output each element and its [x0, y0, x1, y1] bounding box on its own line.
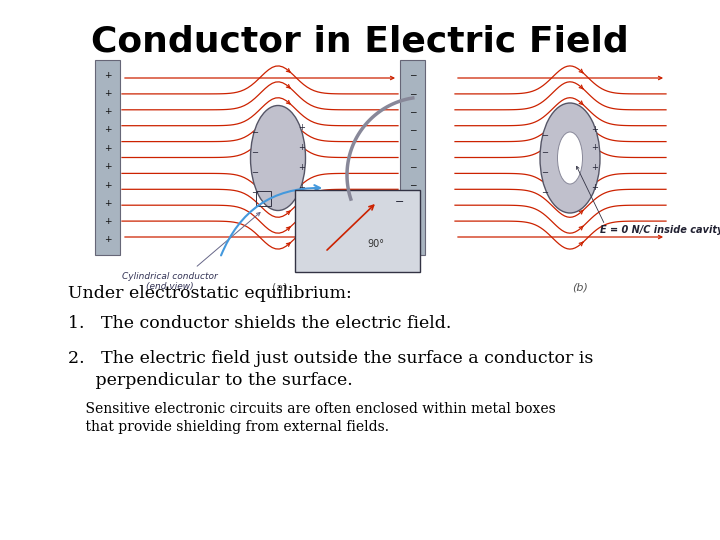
Text: −: −	[395, 197, 405, 207]
Text: −: −	[251, 168, 258, 178]
Text: −: −	[409, 162, 416, 171]
Text: +: +	[104, 217, 112, 226]
Text: (b): (b)	[572, 282, 588, 292]
Text: +: +	[104, 71, 112, 79]
Text: +: +	[592, 125, 598, 134]
Text: −: −	[541, 168, 549, 178]
Bar	[295, 190, 420, 272]
Text: +: +	[104, 162, 112, 171]
Text: Conductor in Electric Field: Conductor in Electric Field	[91, 25, 629, 59]
Text: −: −	[409, 235, 416, 245]
Text: 2.   The electric field just outside the surface a conductor is: 2. The electric field just outside the s…	[68, 350, 593, 367]
Text: +: +	[298, 144, 305, 152]
Ellipse shape	[251, 105, 305, 211]
Text: +: +	[104, 144, 112, 153]
Text: −: −	[409, 217, 416, 226]
Text: E = 0 N/C inside cavity: E = 0 N/C inside cavity	[600, 225, 720, 235]
Text: 90°: 90°	[367, 239, 384, 249]
Text: −: −	[409, 199, 416, 208]
Text: −: −	[251, 188, 258, 198]
Ellipse shape	[557, 132, 582, 184]
Text: −: −	[251, 148, 258, 158]
Text: Under electrostatic equilibrium:: Under electrostatic equilibrium:	[68, 285, 352, 302]
Text: −: −	[409, 180, 416, 190]
Text: +: +	[104, 235, 112, 245]
Bar	[95, 60, 120, 255]
Text: +: +	[298, 164, 305, 172]
Text: +: +	[298, 124, 305, 132]
Text: −: −	[541, 132, 549, 140]
Text: −: −	[409, 71, 416, 79]
Text: that provide shielding from external fields.: that provide shielding from external fie…	[68, 420, 389, 434]
Text: (a): (a)	[272, 282, 288, 292]
Text: +: +	[104, 180, 112, 190]
Text: +: +	[104, 199, 112, 208]
Bar	[400, 60, 425, 255]
Text: −: −	[409, 107, 416, 116]
Text: Sensitive electronic circuits are often enclosed within metal boxes: Sensitive electronic circuits are often …	[68, 402, 556, 416]
Text: +: +	[592, 164, 598, 172]
Ellipse shape	[540, 103, 600, 213]
Text: +: +	[592, 184, 598, 192]
Text: −: −	[541, 148, 549, 158]
Text: −: −	[409, 125, 416, 134]
Text: 1.   The conductor shields the electric field.: 1. The conductor shields the electric fi…	[68, 315, 451, 332]
Text: −: −	[541, 188, 549, 198]
Text: +: +	[104, 89, 112, 98]
Text: +: +	[592, 144, 598, 152]
Text: −: −	[409, 89, 416, 98]
Text: +: +	[104, 125, 112, 134]
Text: perpendicular to the surface.: perpendicular to the surface.	[68, 372, 353, 389]
Bar	[256, 191, 271, 206]
Text: +: +	[104, 107, 112, 116]
Text: −: −	[251, 129, 258, 138]
Text: +: +	[298, 184, 305, 192]
Text: −: −	[409, 144, 416, 153]
Text: Cylindrical conductor
(end view): Cylindrical conductor (end view)	[122, 272, 218, 292]
